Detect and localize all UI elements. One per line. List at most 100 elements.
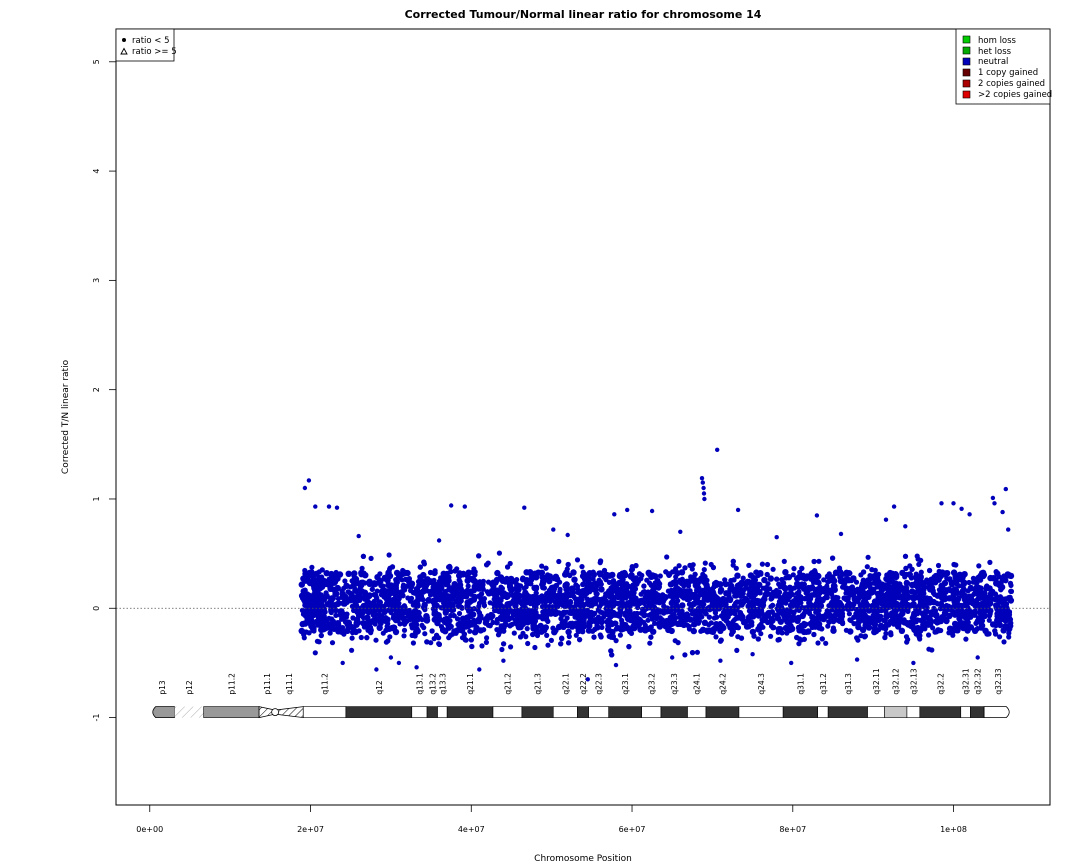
data-point — [544, 632, 550, 639]
data-point — [311, 605, 319, 613]
data-point — [899, 610, 906, 617]
ideogram-band — [437, 706, 448, 718]
data-point — [986, 617, 992, 623]
data-point — [916, 634, 922, 640]
data-point — [824, 594, 830, 601]
data-point — [668, 627, 675, 635]
data-point — [369, 586, 375, 592]
data-point — [568, 585, 576, 592]
data-point — [609, 652, 615, 658]
data-point — [580, 623, 588, 630]
data-point — [785, 574, 793, 581]
data-point-outlier — [670, 655, 675, 660]
data-point — [448, 569, 454, 575]
data-point — [638, 599, 644, 605]
data-point — [794, 617, 801, 624]
chromosome-ideogram: p13 p12 p11.2 p11.1 q11.1 q11.2 q12 q13.1 q13.2 q… — [152, 668, 1010, 719]
data-point — [408, 581, 415, 588]
data-point — [831, 616, 837, 622]
data-point — [390, 604, 397, 611]
data-point — [843, 575, 851, 583]
data-point — [829, 607, 835, 613]
shape-legend-label-triangle: ratio >= 5 — [132, 47, 177, 57]
ideogram-band-label: q32.32 — [973, 668, 982, 694]
data-point — [606, 619, 614, 626]
data-point — [542, 603, 549, 609]
data-point — [615, 611, 623, 618]
data-point — [852, 587, 859, 595]
data-point — [555, 623, 563, 631]
color-legend-box — [955, 28, 1051, 105]
data-point — [352, 628, 359, 636]
data-point — [497, 614, 505, 621]
data-point — [353, 616, 361, 624]
data-point — [706, 614, 713, 620]
data-point — [974, 617, 982, 625]
data-point — [764, 612, 772, 619]
data-point — [855, 623, 862, 631]
data-point — [888, 632, 894, 638]
data-point — [895, 588, 902, 595]
data-point — [696, 612, 703, 619]
data-point — [515, 613, 521, 619]
data-point-outlier — [551, 527, 556, 532]
data-point — [903, 593, 910, 601]
data-point — [545, 642, 551, 648]
ideogram-band-label: q23.1 — [621, 673, 630, 695]
data-point — [934, 592, 941, 599]
data-point — [776, 581, 782, 587]
data-point-outlier — [750, 652, 755, 657]
data-point — [751, 609, 758, 616]
legend-swatch-more-than-2-copies-gained — [962, 90, 971, 99]
data-point — [808, 575, 815, 582]
data-point — [973, 579, 980, 586]
data-point — [655, 583, 662, 591]
data-point — [542, 607, 549, 614]
data-point — [657, 573, 663, 579]
data-point — [1008, 582, 1014, 589]
scatter-layer — [298, 447, 1015, 682]
legend-swatch-hom-loss — [962, 35, 971, 44]
data-point — [606, 572, 613, 579]
data-point — [577, 618, 584, 626]
data-point — [979, 569, 987, 576]
data-point — [884, 612, 891, 619]
data-point — [650, 628, 657, 635]
data-point — [745, 614, 753, 621]
legend-swatch-1-copy-gained — [962, 68, 971, 77]
data-point — [641, 611, 648, 619]
data-point — [764, 571, 770, 578]
data-point — [314, 585, 321, 592]
data-point — [513, 607, 520, 614]
data-point-outlier — [883, 517, 889, 522]
legend-label-neutral: neutral — [978, 57, 1008, 67]
data-point — [743, 596, 750, 603]
ideogram-band-label: q21.2 — [503, 673, 512, 695]
data-point — [713, 621, 720, 628]
data-point — [850, 575, 857, 582]
data-point-outlier — [718, 658, 723, 663]
data-point — [690, 627, 697, 635]
data-point — [560, 609, 568, 616]
data-point — [557, 586, 563, 593]
data-point — [641, 583, 647, 589]
data-point — [883, 598, 890, 605]
data-point — [882, 634, 888, 641]
x-axis: 0e+00 2e+07 4e+07 6e+07 8e+07 1e+08 — [136, 804, 967, 834]
data-point — [878, 584, 885, 592]
data-point — [664, 554, 670, 560]
data-point — [693, 599, 701, 606]
data-point — [890, 620, 898, 627]
data-point — [598, 558, 604, 564]
data-point — [723, 590, 730, 597]
data-point — [349, 635, 355, 641]
data-point — [455, 602, 463, 610]
data-point — [356, 612, 363, 619]
data-point — [413, 609, 420, 616]
data-point — [547, 610, 555, 617]
data-point — [565, 628, 572, 636]
data-point — [942, 570, 950, 577]
data-point — [386, 588, 393, 595]
data-point-outlier — [967, 512, 972, 517]
data-point — [417, 564, 423, 570]
